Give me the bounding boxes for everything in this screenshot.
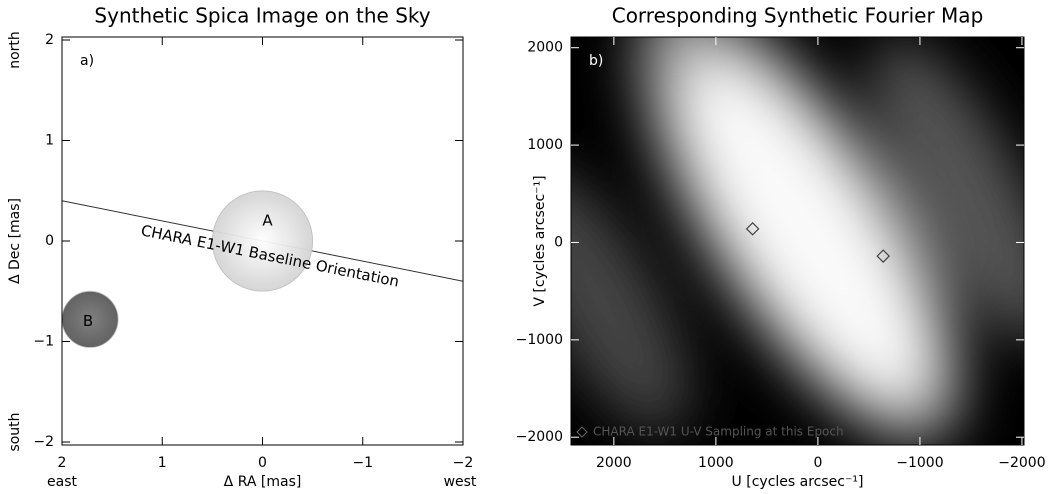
star-label: A	[262, 212, 273, 230]
x-axis-label: U [cycles arcsec⁻¹]	[732, 474, 864, 490]
x-tick-label: 1000	[698, 455, 734, 471]
x-tick-label: 0	[813, 455, 822, 471]
panel-label: b)	[589, 53, 603, 69]
x-tick-label: 2000	[596, 455, 632, 471]
x-axis-label: Δ RA [mas]	[224, 474, 302, 490]
y-tick-label: −1	[33, 334, 54, 350]
star	[211, 190, 314, 292]
x-tick-label: 0	[258, 455, 267, 471]
legend-label: CHARA E1-W1 U-V Sampling at this Epoch	[593, 425, 844, 439]
y-axis-label: Δ Dec [mas]	[7, 198, 23, 284]
sample-marker	[745, 221, 760, 236]
x-tick-label: −1	[352, 455, 373, 471]
x-tick-label: 2	[58, 455, 67, 471]
y-tick-label: 2000	[527, 40, 563, 56]
y-tick-label: −2	[33, 434, 54, 450]
x-tick-label: 1	[158, 455, 167, 471]
panel-label: a)	[80, 53, 94, 69]
star-label: B	[83, 312, 93, 330]
legend-marker	[576, 426, 588, 438]
y-tick-label: 1000	[527, 137, 563, 153]
chart-title: Synthetic Spica Image on the Sky	[94, 4, 430, 28]
chart-title: Corresponding Synthetic Fourier Map	[612, 4, 984, 28]
x-tick-label: −2	[453, 455, 474, 471]
y-tick-label: 0	[45, 233, 54, 249]
y-tick-label: −1000	[516, 332, 563, 348]
x-tick-label: −1000	[896, 455, 943, 471]
y-tick-label: −2000	[516, 429, 563, 445]
y-end-label: south	[7, 412, 23, 451]
x-tick-label: −2000	[998, 455, 1045, 471]
plot-frame	[570, 36, 1025, 446]
fourier-map-image	[571, 37, 1024, 445]
x-end-label: east	[47, 474, 77, 490]
y-tick-label: 1	[45, 133, 54, 149]
x-end-label: west	[444, 474, 477, 490]
y-axis-label: V [cycles arcsec⁻¹]	[532, 175, 548, 306]
y-tick-label: 2	[45, 32, 54, 48]
y-tick-label: 0	[554, 234, 563, 250]
sample-marker	[876, 249, 891, 263]
y-end-label: north	[7, 31, 23, 69]
